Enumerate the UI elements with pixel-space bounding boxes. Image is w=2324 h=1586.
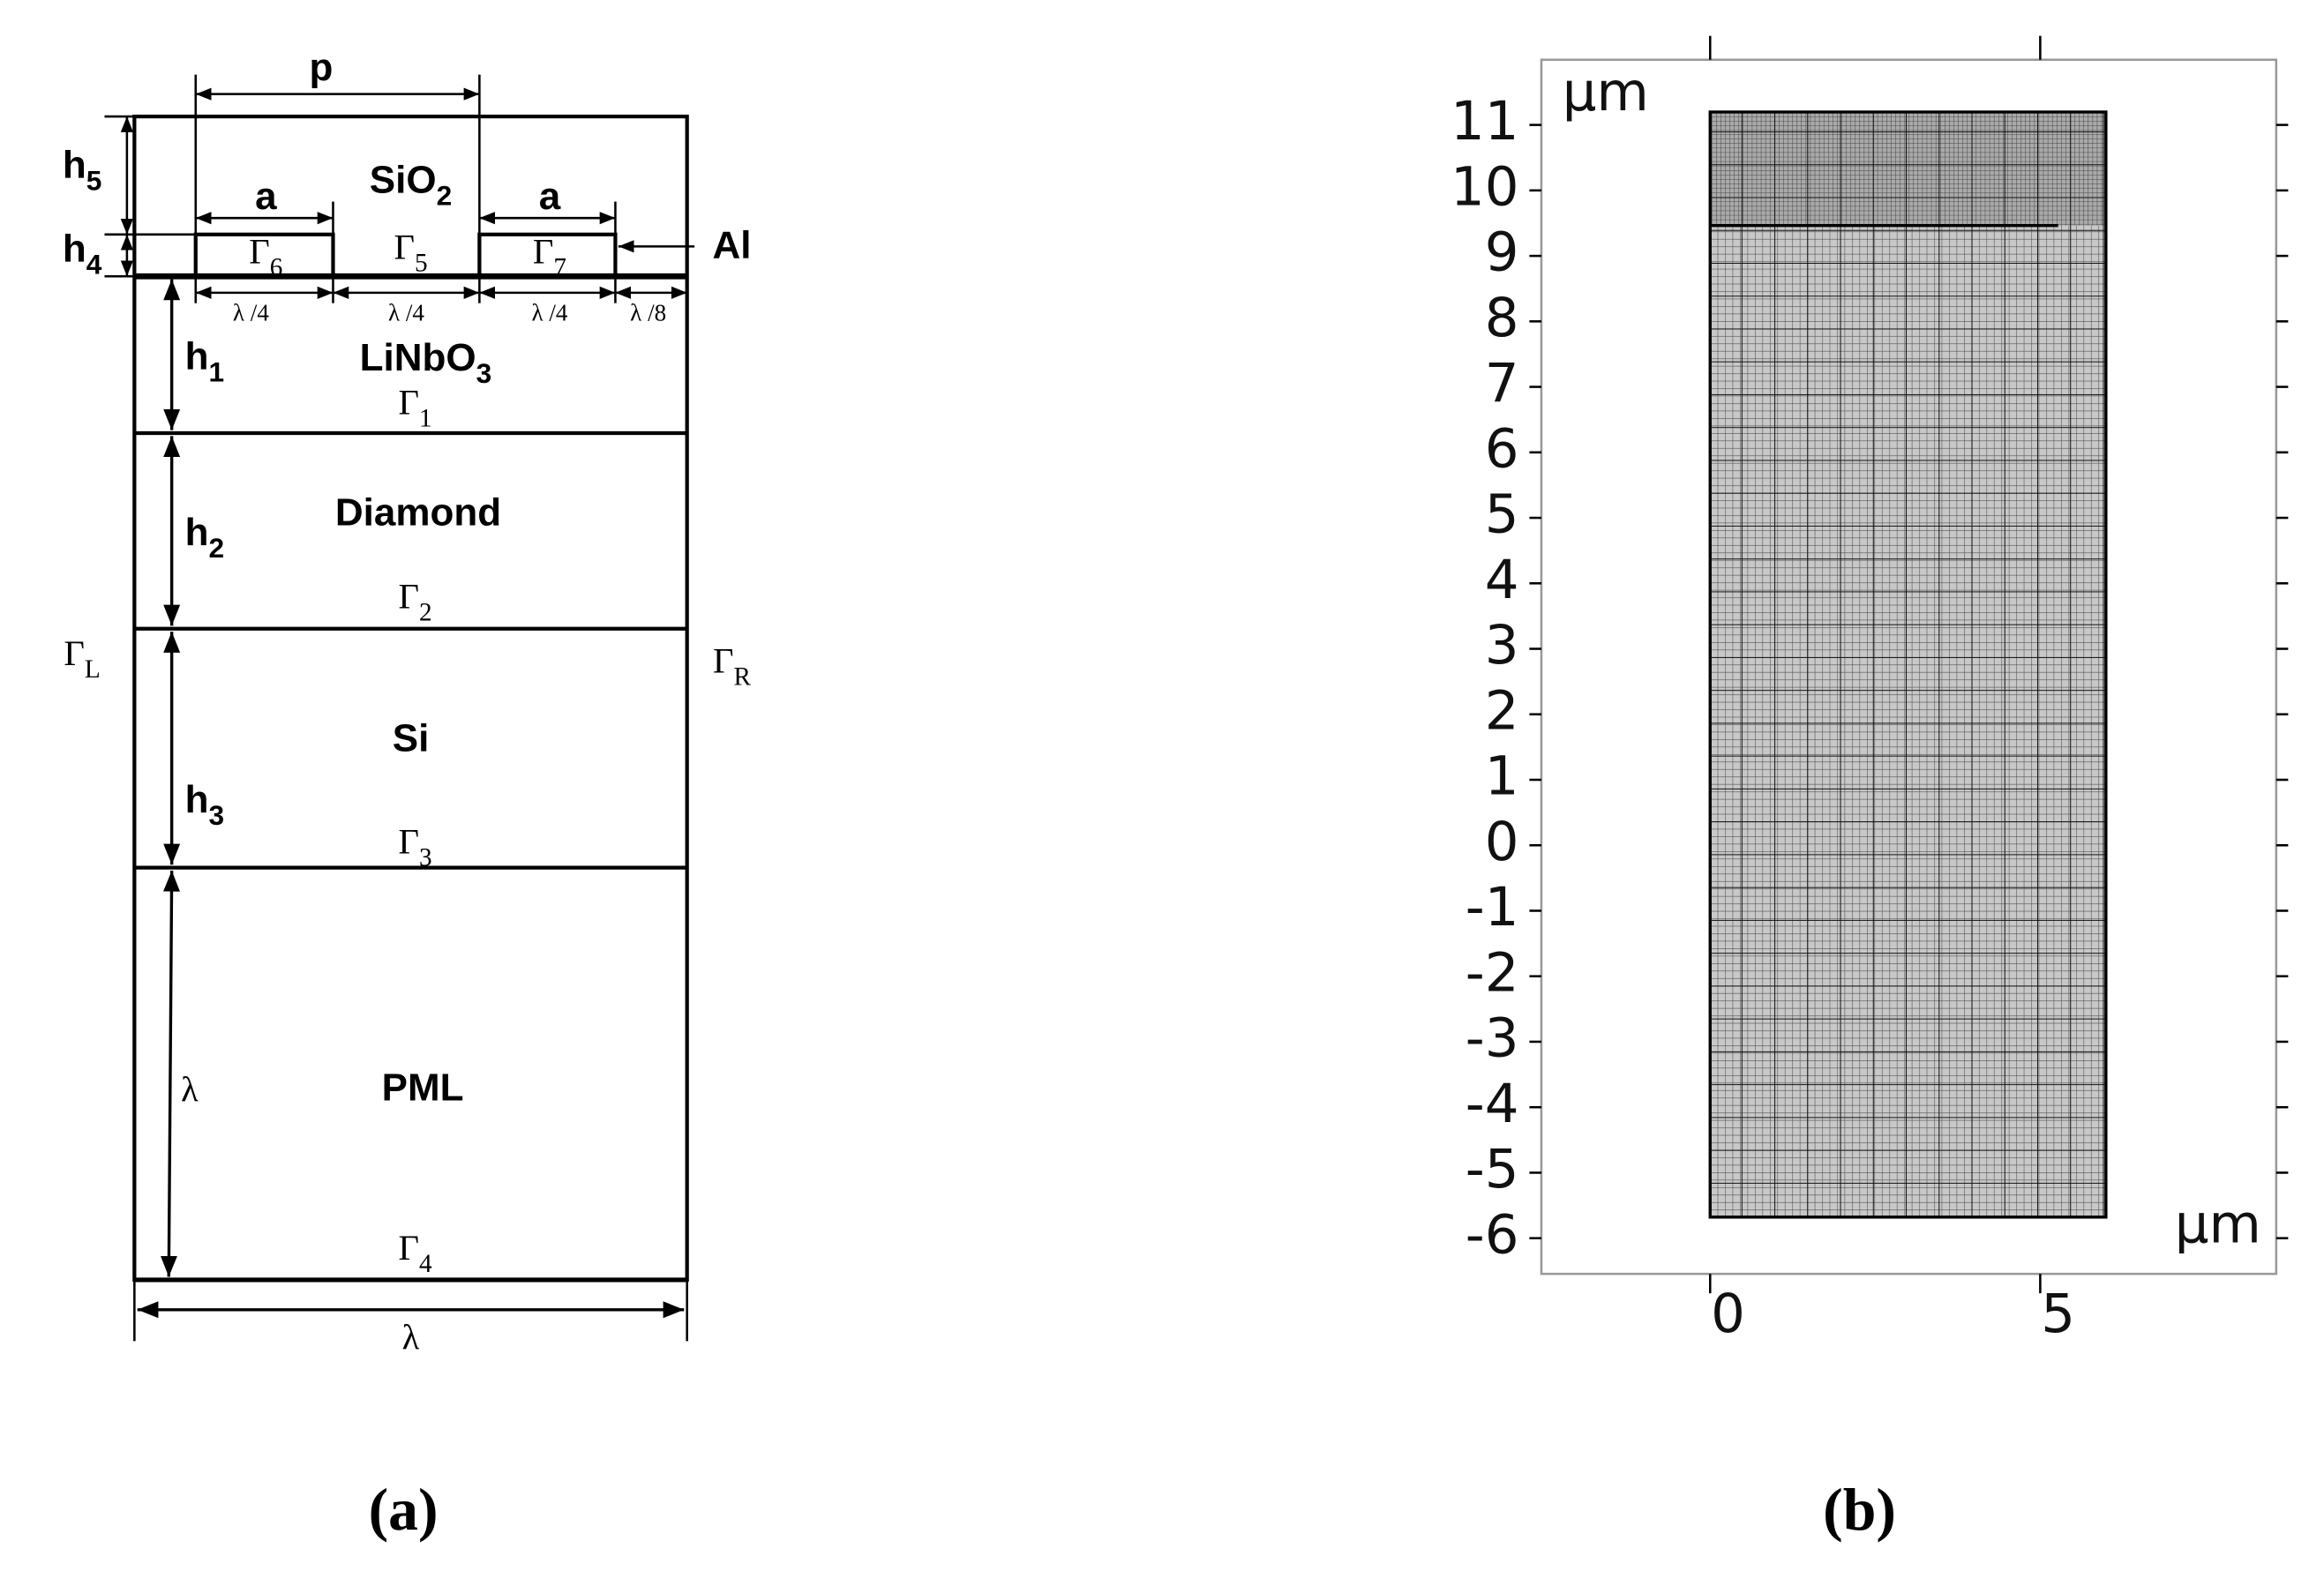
- label-sio2-main: SiO: [370, 158, 437, 201]
- y-tick-label: -6: [1466, 1203, 1519, 1266]
- y-tick-label: 2: [1485, 679, 1519, 742]
- label-si: Si: [393, 716, 430, 759]
- label-gamma6-main: Γ: [249, 232, 269, 272]
- label-quarter-1: λ /4: [233, 299, 269, 325]
- y-tick-label: -4: [1466, 1073, 1519, 1135]
- label-a-right: a: [539, 175, 561, 218]
- label-gamma2: Γ2: [399, 577, 432, 626]
- label-quarter-3: λ /4: [531, 299, 567, 325]
- label-h3: h3: [185, 778, 225, 832]
- label-linbo3: LiNbO3: [360, 336, 492, 390]
- label-h5-sub: 5: [86, 165, 102, 197]
- y-tick-label: 5: [1485, 483, 1519, 546]
- label-gamma-l-sub: L: [85, 655, 101, 684]
- label-al: Al: [712, 224, 751, 267]
- y-tick-label: 3: [1485, 614, 1519, 677]
- label-gamma4: Γ4: [399, 1228, 432, 1277]
- label-h3-main: h: [185, 778, 209, 821]
- label-h2-sub: 2: [209, 532, 225, 564]
- x-tick-label: 0: [1711, 1283, 1745, 1345]
- label-lambda-side: λ: [181, 1070, 199, 1110]
- label-gamma1: Γ1: [399, 383, 432, 432]
- label-gamma5-sub: 5: [415, 249, 428, 277]
- label-gamma5-main: Γ: [394, 228, 414, 267]
- x-tick-label: 5: [2041, 1283, 2075, 1345]
- y-tick-label: 10: [1451, 155, 1519, 218]
- label-gamma-r-sub: R: [733, 662, 751, 691]
- label-h1-main: h: [185, 334, 209, 378]
- label-h2-main: h: [185, 511, 209, 554]
- label-gamma1-main: Γ: [399, 383, 419, 423]
- label-h4: h4: [63, 227, 102, 281]
- label-linbo3-sub: 3: [476, 357, 492, 389]
- label-gamma2-main: Γ: [399, 577, 419, 617]
- label-gamma7-main: Γ: [533, 232, 553, 272]
- label-gamma-r-main: Γ: [713, 641, 733, 681]
- y-tick-label: 9: [1485, 221, 1519, 284]
- label-gamma7-sub: 7: [553, 253, 566, 281]
- y-tick-label: 7: [1485, 352, 1519, 415]
- label-diamond: Diamond: [335, 491, 501, 535]
- label-h1-sub: 1: [209, 356, 225, 388]
- label-eighth: λ /8: [630, 299, 666, 325]
- label-h5-main: h: [63, 143, 86, 186]
- label-lambda-bottom: λ: [402, 1318, 420, 1358]
- y-tick-label: -5: [1466, 1138, 1519, 1201]
- label-gamma5: Γ5: [394, 228, 427, 277]
- label-h4-main: h: [63, 227, 86, 270]
- label-quarter-2: λ /4: [388, 299, 424, 325]
- panel-a: [104, 74, 695, 1342]
- caption: (b): [1823, 1477, 1896, 1543]
- label-h5: h5: [63, 143, 102, 197]
- label-gamma3-main: Γ: [399, 822, 419, 862]
- axis-unit: μm: [1563, 61, 1649, 123]
- label-sio2: SiO2: [370, 158, 452, 212]
- electrode: [193, 232, 335, 279]
- y-tick-label: -3: [1466, 1007, 1519, 1070]
- caption: (a): [369, 1477, 439, 1543]
- y-tick-label: 4: [1485, 549, 1519, 611]
- label-gamma7: Γ7: [533, 232, 566, 281]
- y-tick-label: 11: [1451, 90, 1519, 153]
- y-tick-label: 6: [1485, 417, 1519, 480]
- label-gamma6: Γ6: [249, 232, 282, 281]
- label-gamma3: Γ3: [399, 822, 432, 872]
- label-sio2-sub: 2: [437, 180, 453, 212]
- label-a-left: a: [255, 175, 277, 218]
- label-gamma1-sub: 1: [419, 404, 432, 432]
- label-gamma6-sub: 6: [270, 253, 283, 281]
- electrode: [477, 232, 618, 279]
- label-linbo3-main: LiNbO: [360, 336, 476, 379]
- label-h2: h2: [185, 511, 225, 565]
- label-h3-sub: 3: [209, 800, 225, 832]
- y-tick-label: 8: [1485, 287, 1519, 349]
- panel-b: [1540, 58, 2278, 1276]
- label-gamma3-sub: 3: [419, 843, 432, 872]
- label-h1: h1: [185, 334, 225, 388]
- mesh-outline: [1708, 110, 2108, 1219]
- dimension-lines: [104, 74, 695, 1342]
- label-gamma2-sub: 2: [419, 598, 432, 626]
- y-tick-label: 0: [1485, 811, 1519, 873]
- label-gamma-l-main: Γ: [64, 633, 84, 673]
- label-gamma4-sub: 4: [419, 1249, 432, 1277]
- label-pml: PML: [382, 1066, 464, 1110]
- y-tick-label: -1: [1466, 876, 1519, 939]
- y-tick-label: 1: [1485, 745, 1519, 808]
- label-h4-sub: 4: [86, 249, 102, 281]
- label-gamma4-main: Γ: [399, 1228, 419, 1268]
- label-gamma-r: ΓR: [713, 641, 751, 691]
- label-p: p: [310, 46, 334, 89]
- axis-unit: μm: [2175, 1193, 2261, 1255]
- y-tick-label: -2: [1466, 941, 1519, 1004]
- label-gamma-l: ΓL: [64, 633, 100, 683]
